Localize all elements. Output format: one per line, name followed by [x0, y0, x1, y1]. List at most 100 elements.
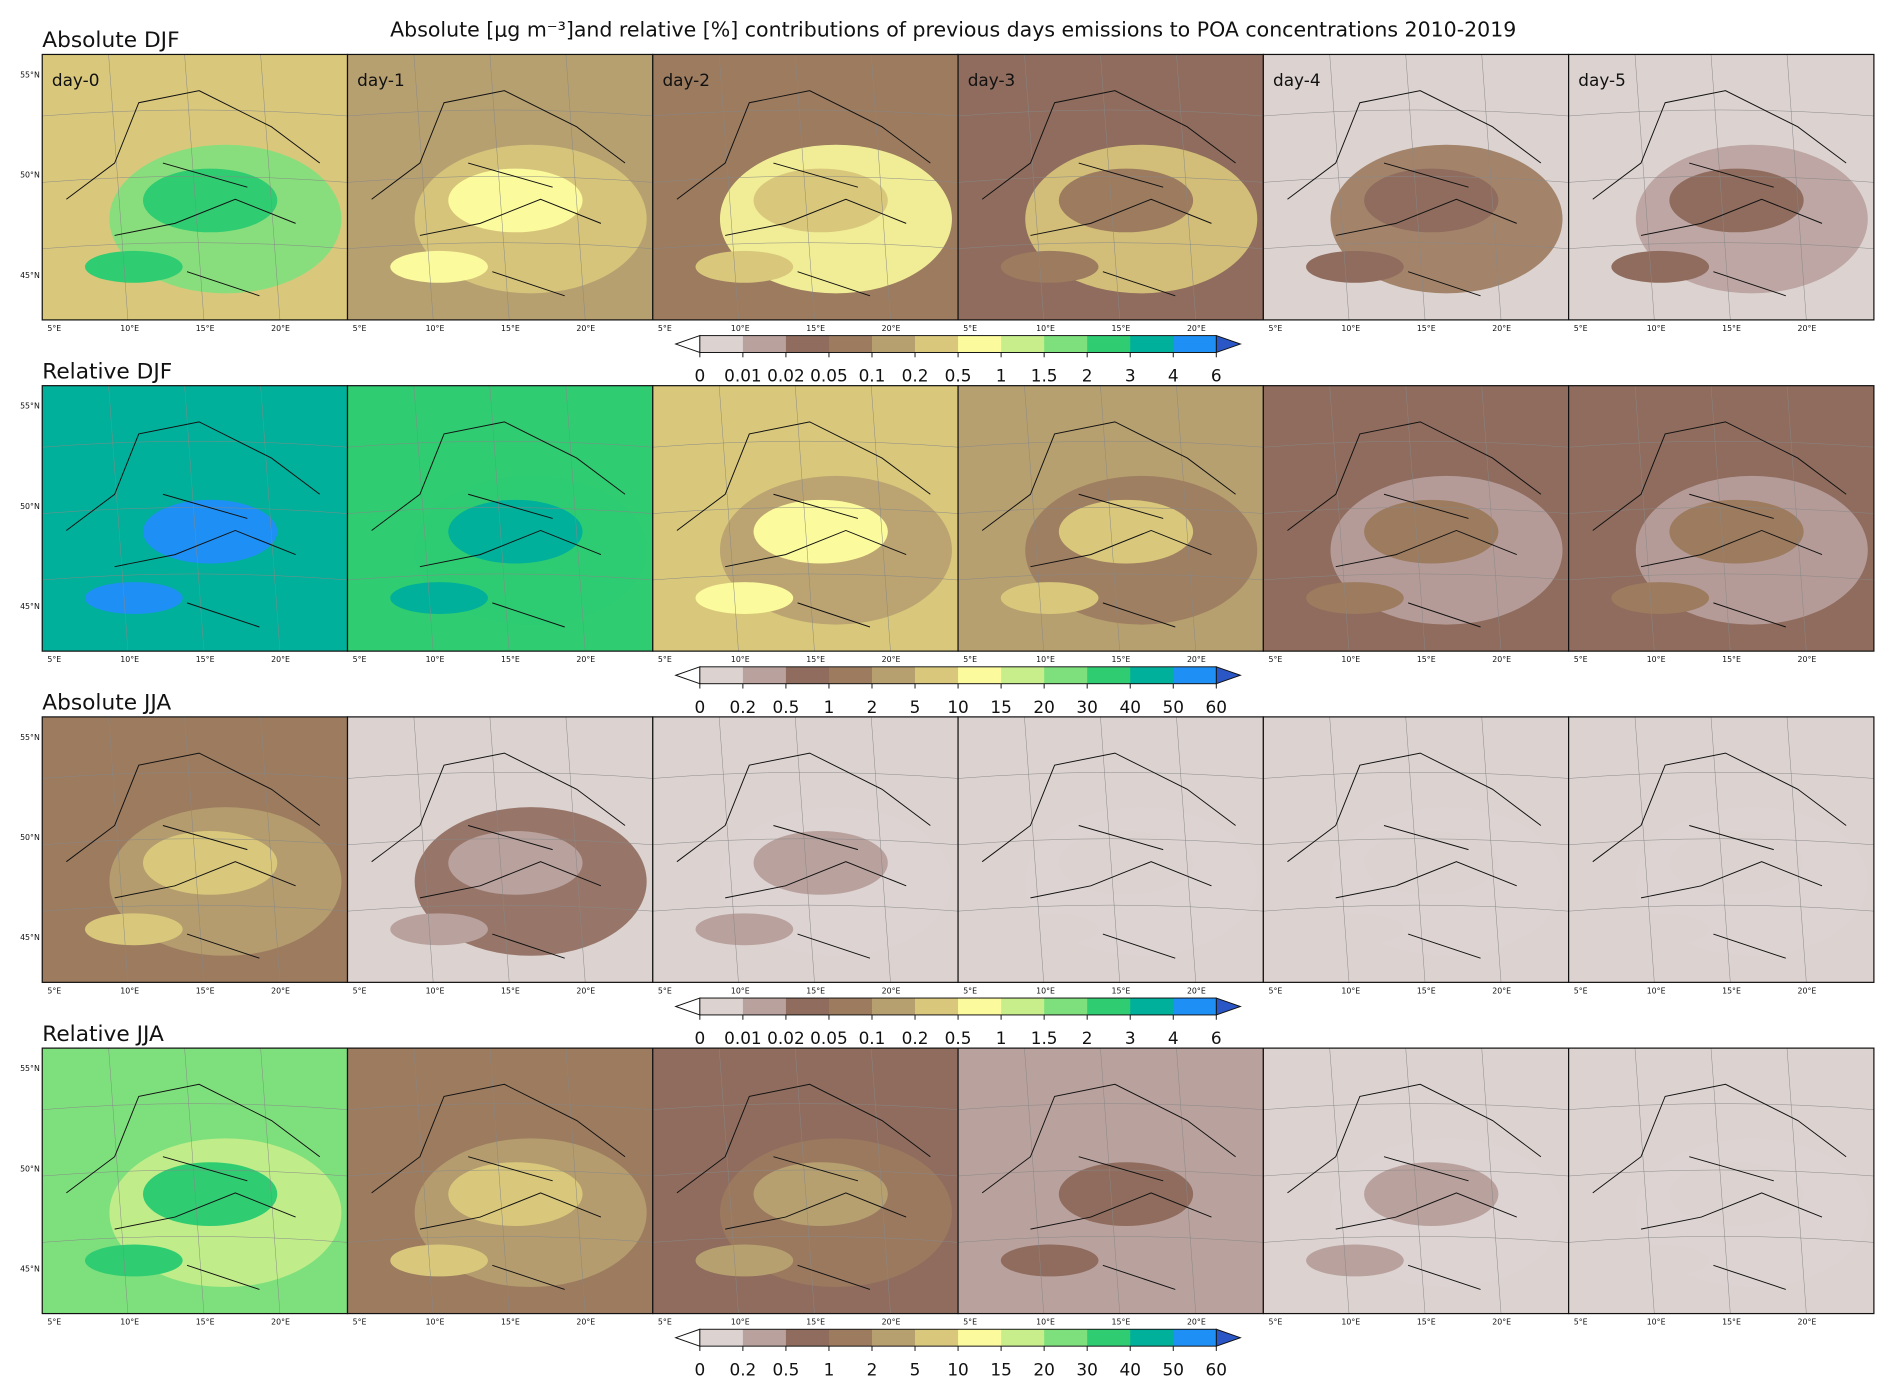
map-region — [448, 499, 583, 564]
colorbar-over — [1215, 997, 1242, 1016]
colorbar-cell — [1087, 1329, 1131, 1347]
colorbar-cell — [915, 335, 959, 353]
colorbar-cell — [742, 666, 787, 684]
graticule — [1263, 838, 1569, 846]
graticule — [1786, 385, 1807, 652]
colorbar-tick-label: 4 — [1168, 366, 1179, 386]
lon-label: 10°E — [1341, 655, 1360, 664]
lon-label: 5°E — [1574, 324, 1588, 333]
lon-label: 5°E — [47, 986, 61, 995]
map-panel — [958, 716, 1264, 983]
graticule — [652, 772, 959, 779]
lon-label: 10°E — [1036, 986, 1055, 995]
lat-label: 45°N — [20, 271, 40, 280]
borders — [676, 90, 931, 297]
lon-label: 10°E — [120, 324, 139, 333]
graticule — [108, 385, 129, 652]
map-region — [753, 831, 888, 895]
lon-label: 20°E — [882, 655, 901, 664]
graticule — [1568, 109, 1874, 117]
borders — [66, 90, 321, 297]
lon-label: 10°E — [1036, 655, 1055, 664]
lon-label: 10°E — [1647, 1318, 1666, 1327]
colorbar-cell — [742, 335, 787, 353]
lon-label: 15°E — [806, 324, 825, 333]
colorbar-tick-label: 15 — [990, 697, 1011, 717]
graticule — [260, 1048, 281, 1314]
colorbar-tick-label: 1 — [996, 366, 1007, 386]
colorbar-tick-label: 0.2 — [902, 1028, 929, 1048]
graticule — [565, 54, 586, 320]
graticule — [1786, 716, 1807, 983]
lon-label: 10°E — [120, 986, 139, 995]
map-region — [84, 913, 183, 946]
graticule — [1263, 507, 1569, 514]
row-label: Absolute JJA — [42, 691, 171, 716]
graticule — [1634, 1048, 1655, 1314]
lon-label: 5°E — [47, 324, 61, 333]
map-region — [390, 250, 488, 283]
colorbar-tick-label: 6 — [1211, 366, 1222, 386]
map-region — [448, 1162, 583, 1226]
borders — [371, 90, 626, 297]
borders — [66, 752, 321, 959]
lon-label: 10°E — [120, 655, 139, 664]
colorbar-under — [674, 334, 701, 354]
lon-label: 20°E — [1798, 655, 1817, 664]
lon-label: 5°E — [353, 986, 367, 995]
map-region — [695, 1244, 794, 1277]
colorbar-tick-label: 50 — [1163, 697, 1184, 717]
graticule — [1176, 716, 1197, 983]
colorbar-tick-label: 1.5 — [1031, 1028, 1058, 1048]
graticule — [1710, 716, 1731, 983]
graticule — [413, 385, 434, 652]
graticule — [1568, 1236, 1874, 1243]
lon-label: 15°E — [501, 1318, 520, 1327]
lat-label: 55°N — [20, 1064, 40, 1073]
colorbar-cell — [958, 1329, 1002, 1347]
lon-label: 5°E — [658, 986, 672, 995]
graticule — [260, 54, 281, 320]
lon-label: 20°E — [1187, 324, 1206, 333]
lon-label: 15°E — [501, 986, 520, 995]
map-panel — [42, 716, 348, 983]
lon-label: 10°E — [1647, 986, 1666, 995]
lon-label: 10°E — [426, 986, 445, 995]
graticule — [347, 1236, 653, 1243]
map-region — [1669, 168, 1804, 233]
colorbar-tick-label: 2 — [1082, 1028, 1093, 1048]
lat-label: 45°N — [20, 602, 40, 611]
lon-label: 5°E — [47, 655, 61, 664]
colorbar-over — [1215, 666, 1242, 685]
lon-label: 15°E — [1417, 1318, 1436, 1327]
graticule — [347, 573, 653, 581]
graticule — [958, 507, 1264, 514]
map-frame — [1568, 53, 1875, 321]
lon-label: 15°E — [1417, 655, 1436, 664]
map-region — [753, 1162, 888, 1226]
lon-label: 5°E — [353, 655, 367, 664]
colorbar-cell — [1001, 998, 1045, 1015]
lon-label: 5°E — [1574, 1318, 1588, 1327]
lon-label: 15°E — [806, 1318, 825, 1327]
graticule — [260, 385, 281, 652]
map-panel — [1263, 385, 1569, 652]
graticule — [718, 385, 739, 652]
colorbar-tick-label: 1 — [996, 1028, 1007, 1048]
colorbar-tick-label: 60 — [1206, 697, 1227, 717]
map-region — [84, 582, 183, 614]
map-region — [1669, 499, 1804, 564]
graticule — [1710, 54, 1731, 320]
colorbar-tick-label: 1 — [824, 697, 835, 717]
lon-label: 5°E — [658, 324, 672, 333]
graticule — [958, 242, 1264, 249]
borders — [981, 90, 1236, 297]
graticule — [42, 772, 348, 779]
colorbar-tick-label: 1 — [824, 1359, 835, 1379]
row-label: Relative DJF — [42, 359, 172, 384]
colorbar-tick-label: 40 — [1119, 1359, 1140, 1379]
lat-label: 50°N — [20, 502, 40, 511]
lat-label: 45°N — [20, 933, 40, 942]
lat-label: 55°N — [20, 733, 40, 742]
lon-label: 15°E — [1112, 324, 1131, 333]
